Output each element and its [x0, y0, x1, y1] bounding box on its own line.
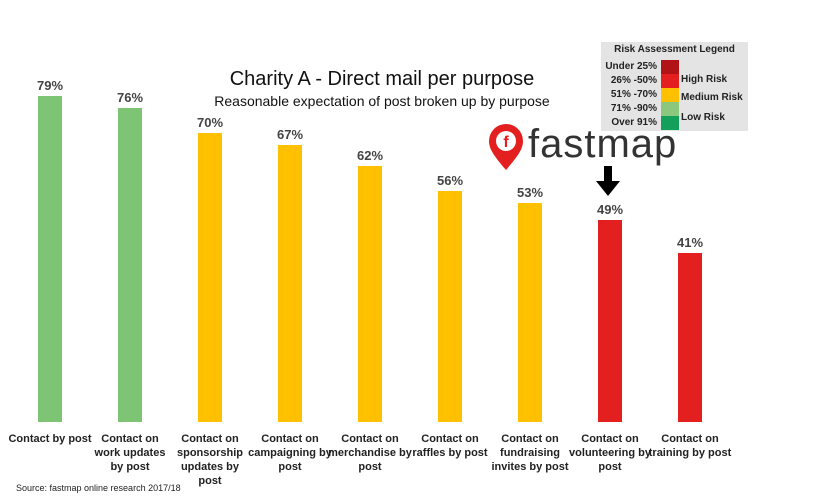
value-label: 62%: [356, 147, 384, 163]
legend-range: Under 25%: [605, 61, 657, 72]
legend-swatch: [661, 60, 679, 74]
legend-risk: Low Risk: [681, 112, 725, 123]
svg-text:f: f: [503, 134, 509, 151]
bar: [38, 95, 62, 422]
x-tick-label: Contact on volunteering by post: [569, 433, 651, 473]
bar: [358, 165, 382, 422]
x-tick-label: Contact on campaigning by post: [248, 433, 332, 473]
logo-icon: f: [489, 124, 523, 170]
x-tick-label: Contact on fundraising invites by post: [491, 433, 569, 473]
legend-risk: High Risk: [681, 74, 728, 85]
value-label: 76%: [116, 90, 144, 106]
value-label: 56%: [436, 172, 464, 188]
bar: [598, 219, 622, 422]
x-tick-label: Contact on sponsorship updates by post: [176, 433, 243, 487]
value-label: 41%: [676, 234, 704, 250]
legend-range: 26% -50%: [610, 75, 657, 86]
legend-swatch: [661, 102, 679, 116]
value-label: 79%: [36, 77, 64, 93]
source: Source: fastmap online research 2017/18: [16, 483, 181, 493]
value-label: 53%: [516, 185, 544, 201]
value-label: 70%: [196, 114, 224, 130]
value-label: 67%: [276, 127, 304, 143]
legend-swatch: [661, 116, 679, 130]
x-tick-label: Contact by post: [8, 433, 92, 445]
legend-range: Over 91%: [611, 117, 657, 128]
legend: Risk Assessment Legend Under 25% 26% -50%…: [601, 42, 748, 131]
legend-range: 51% -70%: [610, 89, 657, 100]
x-tick-label: Contact on raffles by post: [412, 433, 488, 459]
x-tick-label: Contact on training by post: [648, 433, 732, 459]
x-tick-label: Contact on work updates by post: [94, 433, 166, 473]
bar: [678, 252, 702, 422]
value-label: 49%: [596, 201, 624, 217]
legend-swatch: [661, 88, 679, 102]
bar: [518, 203, 542, 422]
legend-swatch: [661, 74, 679, 88]
legend-title: Risk Assessment Legend: [614, 44, 735, 55]
bar: [118, 108, 142, 422]
bar: [198, 132, 222, 422]
bar: [438, 190, 462, 422]
x-tick-label: Contact on merchandise by post: [328, 433, 412, 473]
legend-range: 71% -90%: [610, 103, 657, 114]
arrow: [596, 166, 620, 196]
chart-subtitle: Reasonable expectation of post broken up…: [214, 93, 550, 109]
legend-risk: Medium Risk: [681, 92, 743, 103]
chart-title: Charity A - Direct mail per purpose: [229, 68, 535, 90]
bar: [278, 145, 302, 422]
